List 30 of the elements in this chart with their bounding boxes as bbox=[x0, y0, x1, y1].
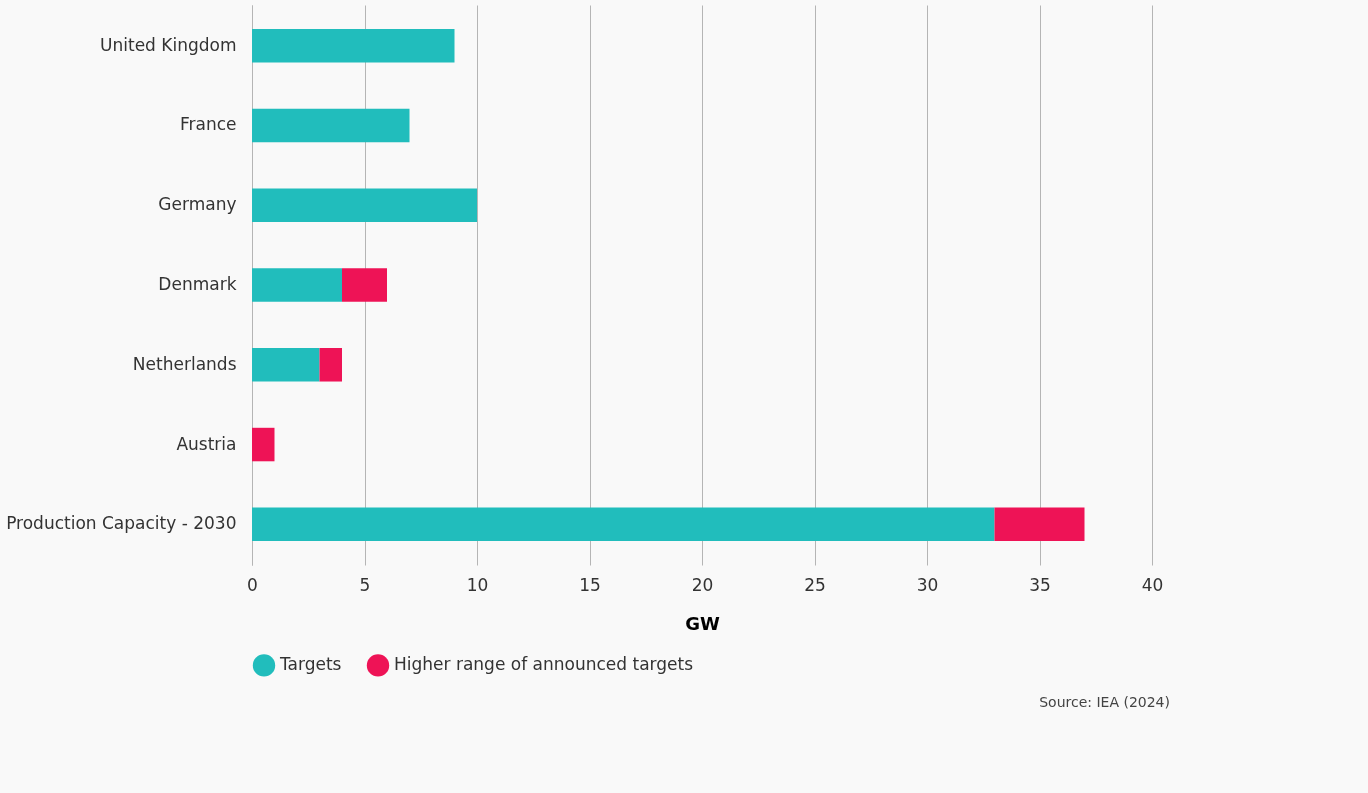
y-tick-label: Germany bbox=[158, 194, 237, 215]
y-tick-label: Netherlands bbox=[132, 353, 237, 374]
x-tick-label: 25 bbox=[804, 574, 826, 595]
x-tick-label: 0 bbox=[247, 574, 258, 595]
x-tick-label: 15 bbox=[579, 574, 601, 595]
bar bbox=[252, 427, 275, 462]
source-note: Source: IEA (2024) bbox=[1038, 694, 1170, 710]
bar bbox=[252, 188, 477, 222]
x-tick-label: 10 bbox=[466, 574, 489, 595]
y-tick-label: Denmark bbox=[158, 274, 237, 294]
bar bbox=[342, 268, 387, 302]
bar bbox=[252, 507, 995, 542]
y-tick-label: Austria bbox=[176, 433, 237, 454]
y-tick-label: United Kingdom bbox=[100, 34, 237, 55]
bar bbox=[252, 348, 320, 382]
legend-label: Higher range of announced targets bbox=[394, 654, 694, 675]
bar bbox=[252, 268, 342, 302]
x-tick-label: 35 bbox=[1029, 574, 1051, 595]
bar bbox=[252, 28, 455, 63]
bar bbox=[994, 507, 1085, 542]
x-tick-label: 20 bbox=[691, 574, 714, 595]
x-tick-label: 5 bbox=[359, 574, 371, 595]
x-tick-label: 40 bbox=[1141, 574, 1164, 595]
bar bbox=[319, 348, 342, 382]
legend-label: Targets bbox=[279, 654, 342, 675]
y-tick-label: Production Capacity - 2030 bbox=[6, 513, 237, 534]
x-tick-label: 30 bbox=[916, 574, 939, 595]
bar bbox=[252, 108, 410, 143]
y-tick-label: France bbox=[179, 114, 237, 135]
x-axis-title: GW bbox=[685, 612, 720, 634]
